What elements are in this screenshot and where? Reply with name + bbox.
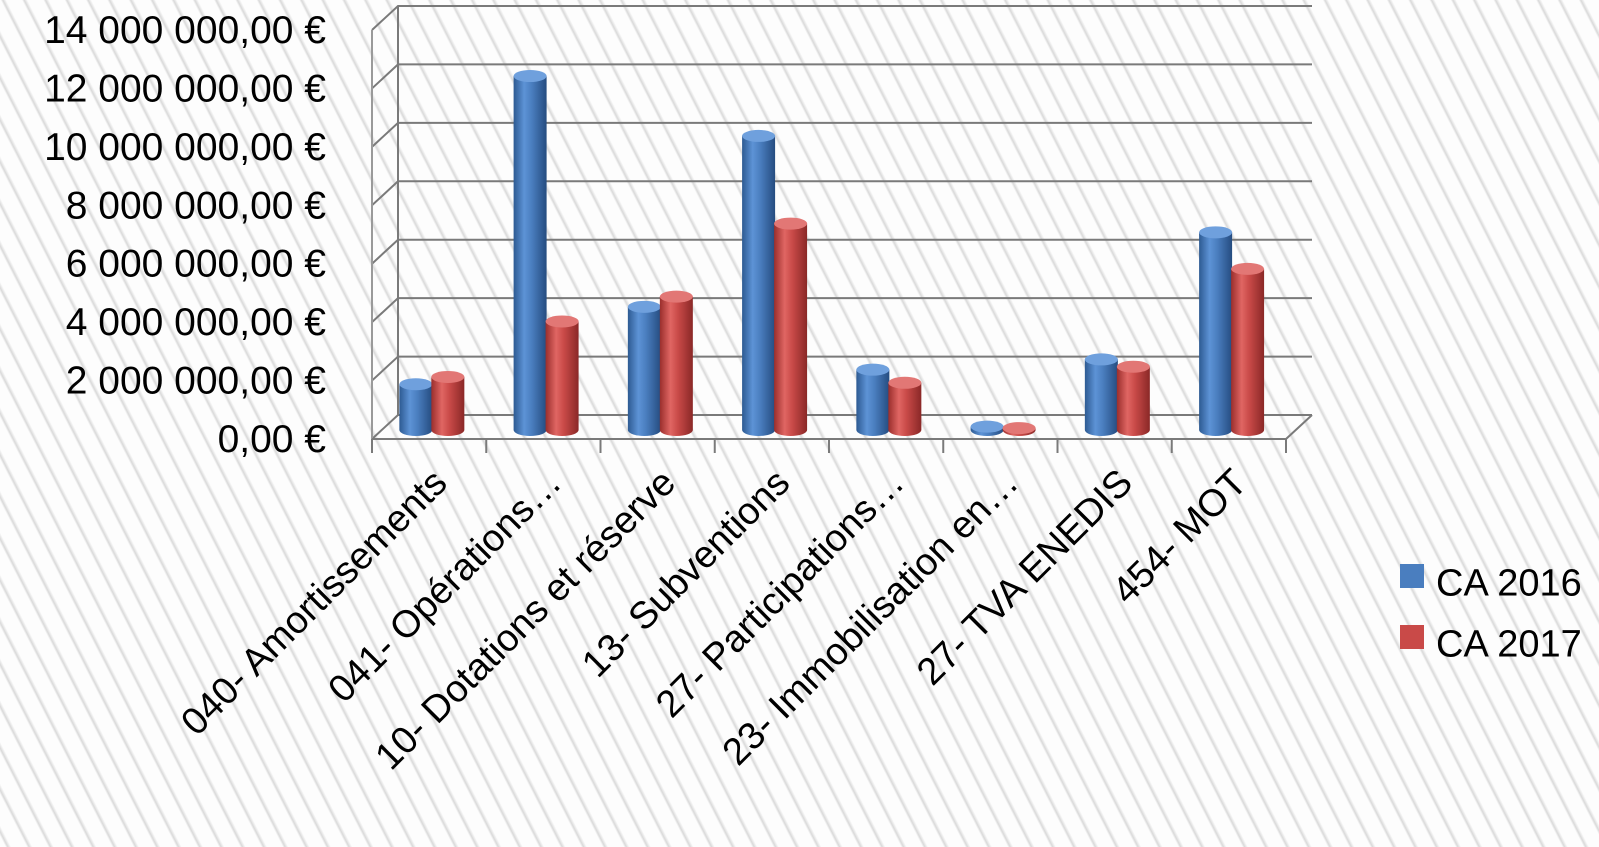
gridline-4 bbox=[371, 180, 1312, 207]
bar-ca2017-6 bbox=[1116, 360, 1150, 437]
bar-ca2017-5 bbox=[1002, 422, 1036, 437]
gridline-7 bbox=[371, 5, 1312, 31]
bar-ca2017-7 bbox=[1231, 262, 1265, 437]
bar-ca2017-1 bbox=[545, 315, 579, 437]
bar-ca2016-2 bbox=[627, 300, 661, 437]
legend-swatch-1 bbox=[1400, 625, 1424, 649]
gridline-3 bbox=[371, 238, 1312, 265]
bar-ca2017-2 bbox=[659, 290, 693, 437]
gridline-2 bbox=[371, 297, 1312, 323]
bar-ca2017-4 bbox=[888, 376, 922, 437]
bar-ca2016-3 bbox=[742, 129, 776, 437]
chart-bars bbox=[399, 70, 1265, 437]
x-tick-label-3: 13- Subventions bbox=[574, 462, 798, 686]
gridline-1 bbox=[371, 355, 1312, 382]
y-tick-label-2: 4 000 000,00 € bbox=[66, 301, 327, 344]
bar-ca2016-1 bbox=[513, 70, 547, 436]
gridline-5 bbox=[371, 121, 1312, 148]
legend-label-0: CA 2016 bbox=[1436, 562, 1582, 604]
bar-ca2016-7 bbox=[1199, 226, 1233, 437]
y-tick-label-5: 10 000 000,00 € bbox=[44, 126, 326, 169]
legend-swatch-0 bbox=[1400, 564, 1424, 588]
y-axis-tick-labels: 0,00 € 2 000 000,00 € 4 000 000,00 € 6 000 … bbox=[44, 9, 326, 461]
bar-ca2016-0 bbox=[399, 378, 433, 437]
bar-ca2016-4 bbox=[856, 363, 890, 437]
y-tick-label-3: 6 000 000,00 € bbox=[66, 243, 327, 286]
gridline-0 bbox=[371, 414, 1312, 440]
bar-ca2017-0 bbox=[431, 370, 465, 437]
bar-ca2016-5 bbox=[970, 420, 1004, 437]
bar-ca2016-6 bbox=[1084, 353, 1118, 437]
x-tick-label-6: 27- TVA ENEDIS bbox=[909, 462, 1141, 694]
y-tick-label-1: 2 000 000,00 € bbox=[66, 360, 327, 403]
chart-grid bbox=[371, 5, 1313, 453]
y-tick-label-0: 0,00 € bbox=[218, 418, 327, 461]
gridline-6 bbox=[371, 63, 1312, 90]
bar-ca2017-3 bbox=[774, 217, 808, 437]
y-tick-label-7: 14 000 000,00 € bbox=[44, 9, 326, 52]
chart-legend: CA 2016 CA 2017 bbox=[1400, 562, 1582, 665]
y-tick-label-6: 12 000 000,00 € bbox=[44, 67, 326, 110]
y-tick-label-4: 8 000 000,00 € bbox=[66, 184, 327, 227]
floor-right-edge bbox=[1285, 414, 1313, 440]
legend-label-1: CA 2017 bbox=[1436, 623, 1582, 665]
